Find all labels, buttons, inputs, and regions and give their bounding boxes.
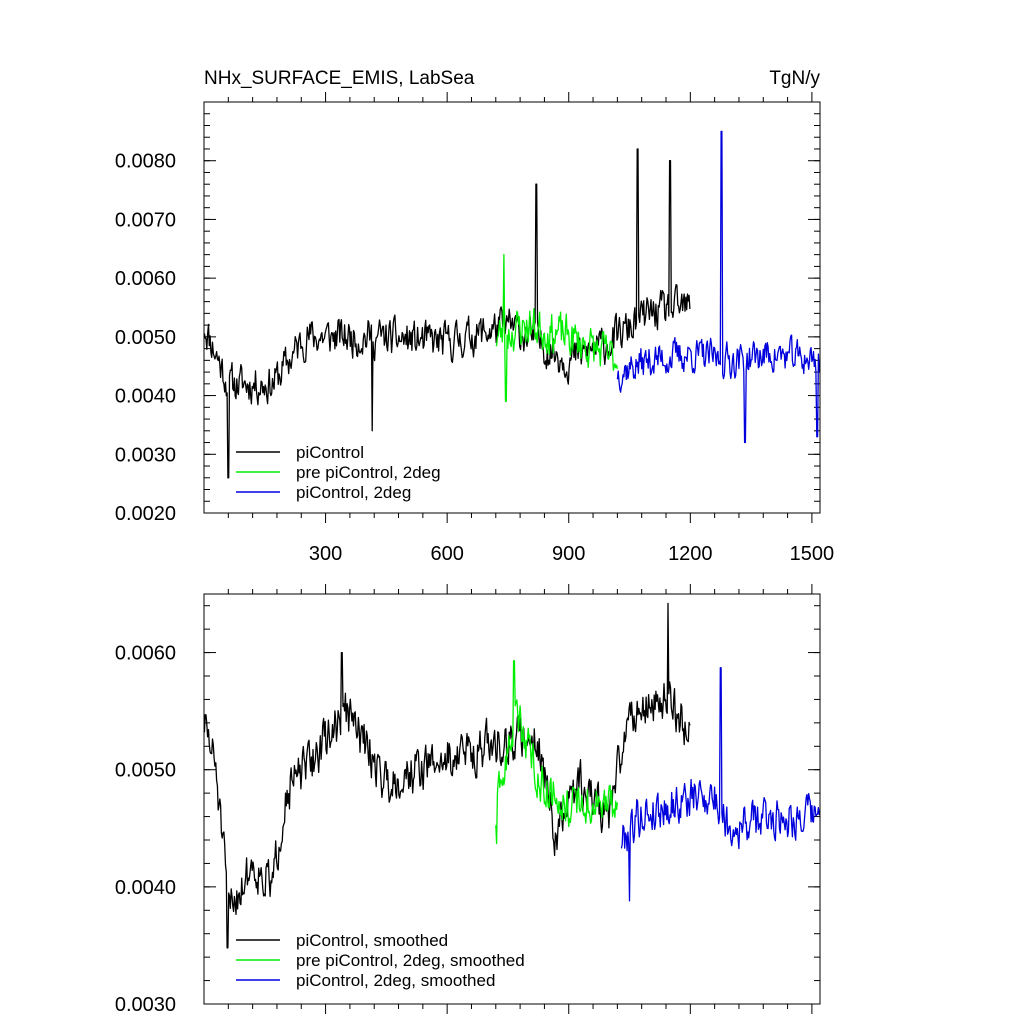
y-tick-label: 0.0080: [115, 151, 176, 173]
y-tick-label: 0.0030: [115, 444, 176, 466]
legend-label-2: pre piControl, 2deg, smoothed: [296, 951, 525, 970]
bottom-panel-tick-labels: 0.0030 0.0040 0.0050 0.0060: [115, 643, 176, 1016]
x-tick-label: 1500: [790, 543, 835, 565]
series-line-2: [495, 660, 619, 845]
y-tick-label: 0.0060: [115, 268, 176, 290]
legend-label-2: pre piControl, 2deg: [296, 463, 441, 482]
x-tick-label: 600: [430, 543, 463, 565]
series-line-3: [620, 667, 821, 902]
bottom-panel: 0.0030 0.0040 0.0050 0.0060 piControl, smoo…: [115, 584, 821, 1016]
y-tick-label: 0.0030: [115, 994, 176, 1016]
series-line-2: [495, 254, 619, 403]
series-line-1: [203, 602, 691, 949]
bottom-panel-series: [203, 602, 821, 949]
x-tick-label: 900: [552, 543, 585, 565]
x-tick-label: 300: [309, 543, 342, 565]
top-panel-title-right: TgN/y: [769, 68, 820, 89]
top-panel-tick-labels: 0.0020 0.0030 0.0040 0.0050 0.0060 0.0070 0.00…: [115, 151, 834, 565]
top-panel-ticks: [204, 92, 820, 523]
top-panel-frame: [203, 101, 821, 514]
bottom-panel-frame: [203, 593, 821, 1005]
legend-label-1: piControl: [296, 443, 364, 462]
y-tick-label: 0.0050: [115, 760, 176, 782]
y-tick-label: 0.0070: [115, 209, 176, 231]
series-line-1: [203, 148, 691, 479]
top-panel-title-left: NHx_SURFACE_EMIS, LabSea: [204, 68, 475, 89]
legend-label-3: piControl, 2deg: [296, 483, 411, 502]
y-tick-label: 0.0040: [115, 877, 176, 899]
legend-label-3: piControl, 2deg, smoothed: [296, 971, 495, 990]
y-tick-label: 0.0060: [115, 643, 176, 665]
x-tick-label: 1200: [668, 543, 713, 565]
top-panel: NHx_SURFACE_EMIS, LabSea TgN/y 0.00200.0…: [115, 68, 834, 565]
legend-label-1: piControl, smoothed: [296, 931, 448, 950]
series-line-3: [616, 130, 821, 444]
y-tick-label: 0.0050: [115, 327, 176, 349]
y-tick-label: 0.0020: [115, 503, 176, 525]
y-tick-label: 0.0040: [115, 386, 176, 408]
top-panel-series: [203, 130, 821, 479]
